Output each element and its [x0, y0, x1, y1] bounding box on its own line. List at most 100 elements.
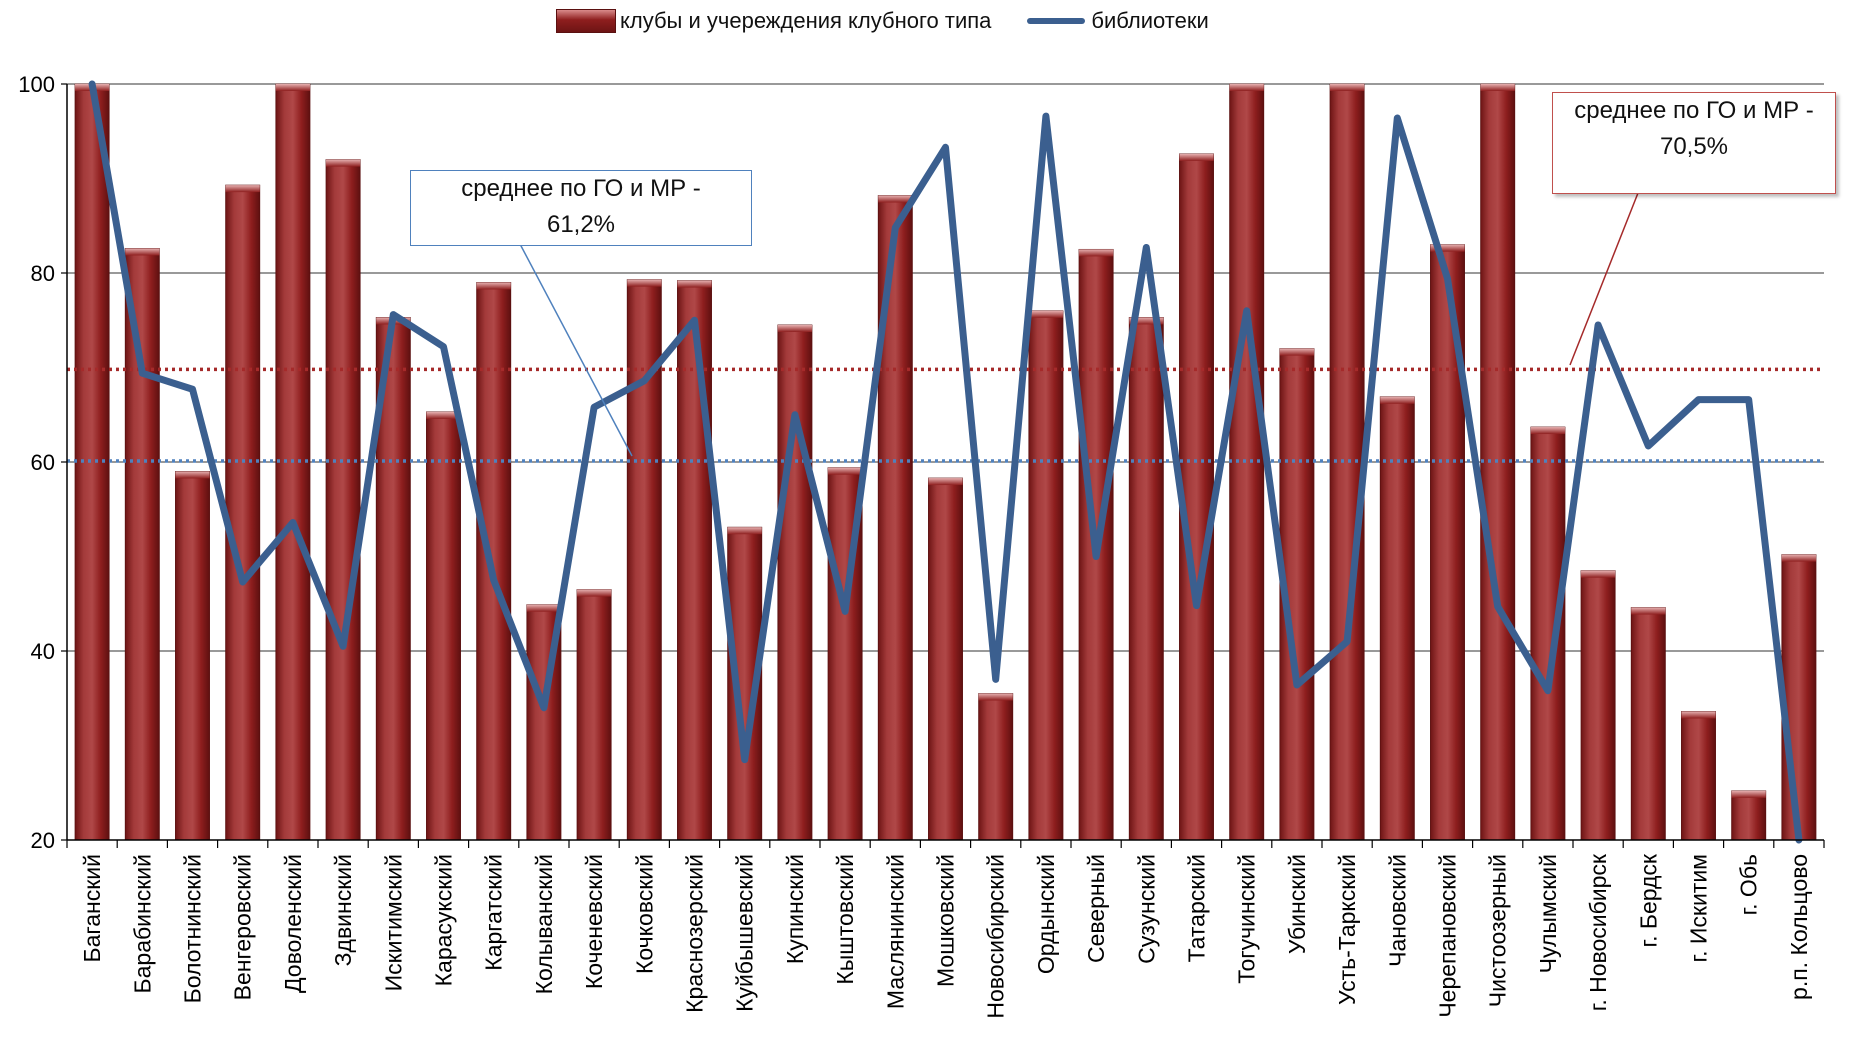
libraries-callout-pointer — [519, 243, 633, 457]
libraries-average-callout: среднее по ГО и МР - 61,2% — [410, 170, 752, 246]
x-tick-label: г. Обь — [1736, 854, 1762, 915]
libraries-average-line1: среднее по ГО и МР - — [461, 175, 701, 202]
x-tick-label: Тогучинский — [1234, 854, 1260, 984]
bar-cap — [125, 248, 160, 256]
x-tick-label: Доволенский — [280, 854, 306, 993]
bar — [1179, 153, 1214, 841]
bar — [1028, 310, 1064, 841]
bar-cap — [1129, 317, 1164, 325]
x-tick-label: Ордынский — [1033, 854, 1059, 974]
x-tick-label: г. Новосибирск — [1585, 853, 1611, 1011]
x-tick-label: г. Искитим — [1686, 854, 1712, 963]
bar-cap — [1681, 711, 1716, 719]
bar — [1379, 396, 1415, 841]
y-tick-label: 40 — [31, 639, 55, 664]
bar-cap — [1530, 427, 1565, 435]
callout-pointers — [519, 192, 1639, 457]
bar — [426, 411, 461, 841]
x-tick-label: Чулымский — [1535, 854, 1561, 973]
reference-lines-layer — [67, 367, 1824, 463]
bar — [1681, 711, 1716, 841]
bars-layer — [74, 83, 1817, 841]
bar-cap — [1279, 348, 1314, 356]
legend-bars-label: клубы и учереждения клубного типа — [620, 8, 992, 33]
x-tick-label: Каргатский — [481, 854, 507, 971]
x-tick-label: Северный — [1083, 854, 1109, 963]
bar-cap — [1631, 607, 1666, 615]
bar-cap — [627, 279, 662, 287]
bar-cap — [777, 324, 812, 332]
x-tick-label: Чистоозерный — [1485, 854, 1511, 1007]
bar-cap — [677, 280, 712, 288]
axis-layer: 20 40 60 80 100 Баганский Барабинский Болотнинс… — [18, 72, 1825, 1019]
bar — [1580, 570, 1616, 841]
legend: клубы и учереждения клубного типа библио… — [556, 8, 1209, 34]
x-tick-label: Купинский — [782, 854, 808, 964]
bar-cap — [1028, 310, 1063, 318]
bar — [175, 471, 210, 841]
x-tick-label: Здвинский — [330, 854, 356, 966]
bar — [1530, 426, 1566, 841]
bar — [576, 589, 612, 841]
bar-cap — [526, 604, 561, 612]
x-tick-label: г. Бердск — [1635, 853, 1661, 947]
bar-cap — [727, 527, 762, 535]
x-tick-label: Кыштовский — [832, 854, 858, 985]
bar — [777, 324, 813, 841]
bar-cap — [978, 693, 1013, 701]
bar-cap — [1179, 153, 1214, 161]
x-tick-label: Краснозерский — [682, 854, 708, 1013]
y-tick-label: 100 — [18, 72, 55, 97]
y-tick-label: 80 — [31, 261, 55, 286]
bar-cap — [928, 478, 963, 486]
x-tick-label: Колыванский — [531, 854, 557, 994]
x-tick-label: Усть-Таркский — [1334, 854, 1360, 1005]
x-tick-label: Баганский — [79, 854, 105, 963]
libraries-line — [88, 80, 1803, 844]
bar-cap — [1430, 244, 1465, 252]
bar — [1630, 607, 1666, 841]
x-tick-label: р.п. Кольцово — [1786, 854, 1812, 1000]
bar-cap — [1781, 554, 1816, 562]
x-tick-label: Барабинский — [129, 854, 155, 993]
bar-cap — [1229, 84, 1264, 91]
x-tick-label: Убинский — [1284, 854, 1310, 954]
bar — [476, 282, 512, 841]
x-tick-label: Кочковский — [631, 854, 657, 974]
bar-cap — [1079, 249, 1114, 257]
bar-cap — [476, 282, 511, 290]
clubs-average-callout: среднее по ГО и МР - 70,5% — [1552, 92, 1836, 194]
x-tick-label: Чановский — [1384, 854, 1410, 967]
x-tick-label: Маслянинский — [882, 854, 908, 1009]
clubs-average-line1: среднее по ГО и МР - — [1574, 97, 1814, 124]
bar-cap — [225, 185, 260, 193]
bar — [677, 280, 712, 841]
x-tick-label: Искитимский — [380, 854, 406, 991]
x-tick-label: Татарский — [1184, 854, 1210, 962]
clubs-callout-pointer — [1569, 192, 1639, 366]
x-tick-label: Карасукский — [431, 854, 457, 986]
x-tick-label: Венгеровский — [230, 854, 256, 1000]
y-tick-label: 60 — [31, 450, 55, 475]
bar-cap — [175, 471, 210, 479]
bar-cap — [1731, 790, 1766, 798]
bar-cap — [1581, 570, 1616, 578]
bar — [928, 477, 963, 841]
bar — [978, 693, 1014, 841]
bar-cap — [1380, 396, 1415, 404]
line-series-layer — [88, 80, 1803, 844]
y-tick-label: 20 — [31, 828, 55, 853]
bar-cap — [1480, 84, 1515, 91]
bar — [1731, 790, 1767, 841]
x-tick-label: Коченевский — [581, 854, 607, 989]
bar-cap — [1330, 84, 1365, 91]
bar-cap — [275, 84, 310, 91]
bar-cap — [326, 159, 361, 167]
bar-cap — [828, 467, 863, 475]
libraries-average-line2: 61,2% — [546, 211, 616, 238]
x-tick-label: Мошковский — [933, 854, 959, 987]
bar — [1128, 317, 1164, 841]
legend-line-swatch — [1027, 18, 1086, 24]
bar — [325, 159, 361, 841]
